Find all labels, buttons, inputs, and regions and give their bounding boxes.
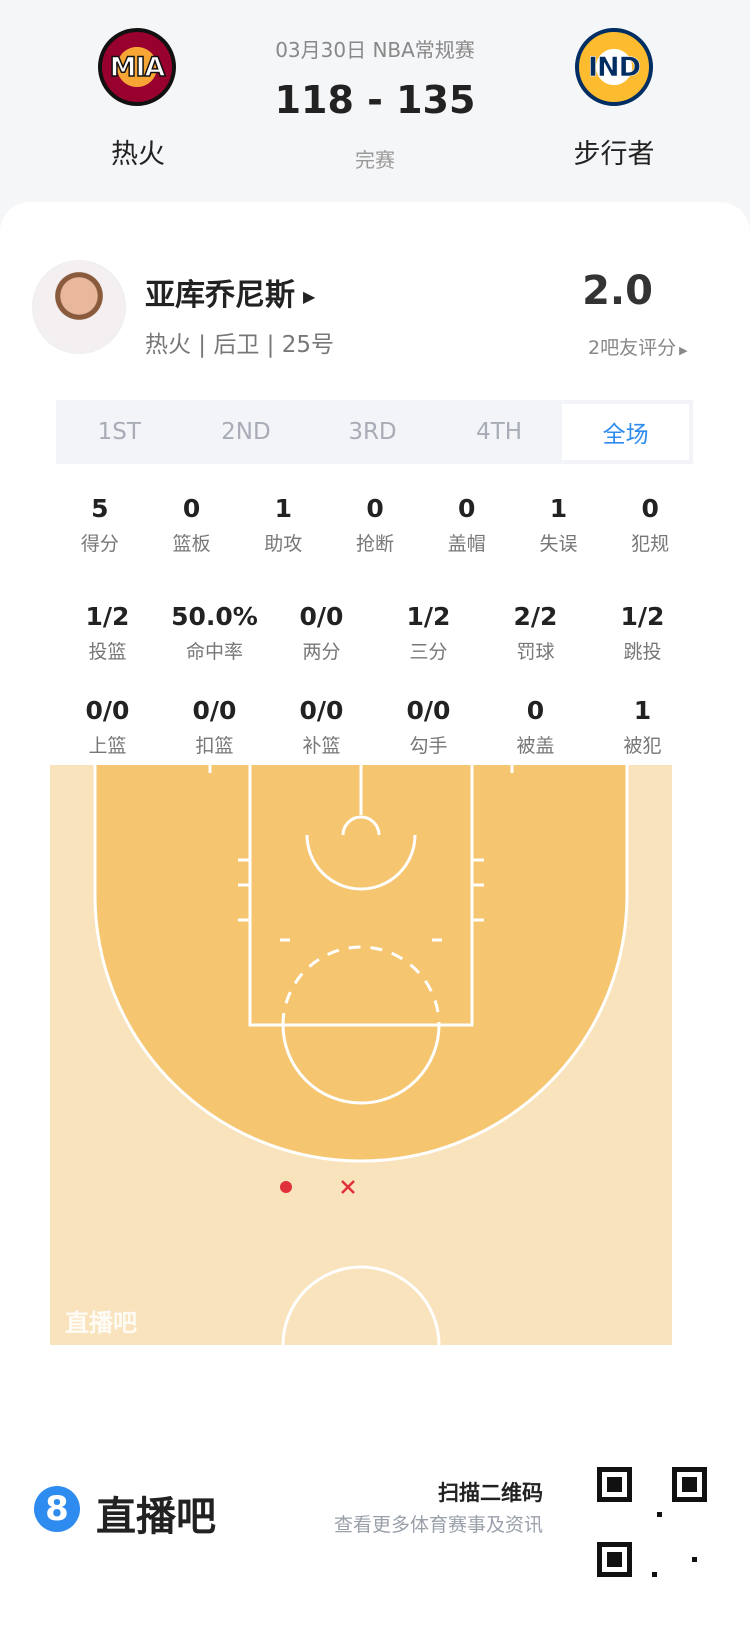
stat-value: 2/2 (513, 602, 558, 631)
stat-label: 犯规 (631, 533, 670, 555)
stats-row-shooting: 1/2 投篮 50.0% 命中率 0/0 两分 1/2 三分 2/2 罚球 1/2 跳投 (0, 602, 750, 664)
stat-value: 0/0 (299, 602, 344, 631)
stat-label: 三分 (409, 641, 448, 663)
stat-value: 0 (458, 494, 476, 523)
shot-chart-court: 直播吧 (50, 765, 672, 1345)
stat-篮板: 0 篮板 (146, 494, 238, 556)
stat-三分: 1/2 三分 (375, 602, 482, 664)
player-rating: 2.0 (582, 268, 653, 314)
stat-label: 勾手 (409, 735, 448, 757)
period-tabs: 1ST 2ND 3RD 4TH 全场 (56, 400, 693, 464)
tab-2nd[interactable]: 2ND (221, 419, 271, 445)
stat-value: 0/0 (85, 696, 130, 725)
stat-勾手: 0/0 勾手 (375, 696, 482, 758)
rating-link[interactable]: 2吧友评分 ▶ (588, 337, 688, 359)
scan-qr-label: 扫描二维码 (438, 1481, 543, 1505)
stat-value: 0 (366, 494, 384, 523)
score: 118 - 135 (274, 78, 476, 122)
stat-value: 0/0 (192, 696, 237, 725)
stat-label: 助攻 (264, 533, 303, 555)
stat-label: 被盖 (516, 735, 555, 757)
tab-full-game[interactable]: 全场 (562, 404, 689, 460)
stat-扣篮: 0/0 扣篮 (161, 696, 268, 758)
stat-value: 1/2 (406, 602, 451, 631)
stat-label: 跳投 (623, 641, 662, 663)
stat-罚球: 2/2 罚球 (482, 602, 589, 664)
stat-抢断: 0 抢断 (329, 494, 421, 556)
stat-补篮: 0/0 补篮 (268, 696, 375, 758)
stat-value: 0 (526, 696, 545, 725)
player-name[interactable]: 亚库乔尼斯 ▶ (145, 278, 316, 313)
stat-value: 1 (274, 494, 292, 523)
stat-value: 0 (641, 494, 659, 523)
scan-qr-sub: 查看更多体育赛事及资讯 (333, 1514, 543, 1536)
stat-value: 1 (633, 696, 652, 725)
stat-被犯: 1 被犯 (589, 696, 696, 758)
shot-missed-marker (341, 1180, 355, 1194)
stat-犯规: 0 犯规 (604, 494, 696, 556)
stat-跳投: 1/2 跳投 (589, 602, 696, 664)
stat-得分: 5 得分 (54, 494, 146, 556)
stat-label: 上篮 (88, 735, 127, 757)
stats-row-basic: 5 得分 0 篮板 1 助攻 0 抢断 0 盖帽 1 失误 0 犯规 (0, 494, 750, 556)
stat-value: 5 (91, 494, 109, 523)
stat-label: 盖帽 (447, 533, 486, 555)
stat-上篮: 0/0 上篮 (54, 696, 161, 758)
mia-logo: MIA (98, 28, 176, 106)
game-date: 03月30日 NBA常规赛 (275, 38, 475, 62)
home-team-name: 热火 (111, 139, 165, 170)
player-avatar[interactable] (32, 260, 126, 354)
caret-right-icon: ▶ (303, 287, 316, 306)
stat-盖帽: 0 盖帽 (421, 494, 513, 556)
court-watermark: 直播吧 (65, 1309, 137, 1337)
game-status: 完赛 (355, 148, 395, 172)
brand-logo-icon: 8 (34, 1486, 80, 1532)
stat-value: 1/2 (620, 602, 665, 631)
qr-code[interactable] (597, 1467, 707, 1577)
stat-value: 1 (549, 494, 568, 523)
stat-label: 抢断 (356, 533, 395, 555)
stat-label: 得分 (80, 533, 119, 555)
stat-label: 罚球 (516, 641, 555, 663)
stat-失误: 1 失误 (513, 494, 605, 556)
stat-助攻: 1 助攻 (237, 494, 329, 556)
player-info: 热火 | 后卫 | 25号 (145, 332, 335, 358)
tab-3rd[interactable]: 3RD (348, 419, 397, 445)
tab-4th[interactable]: 4TH (476, 419, 523, 445)
stat-两分: 0/0 两分 (268, 602, 375, 664)
caret-right-icon: ▶ (679, 344, 688, 357)
stat-value: 0/0 (299, 696, 344, 725)
stat-label: 失误 (539, 533, 578, 555)
stat-value: 1/2 (85, 602, 130, 631)
stat-value: 0 (182, 494, 201, 523)
stat-value: 0/0 (406, 696, 451, 725)
ind-logo: IND (575, 28, 653, 106)
stat-label: 补篮 (302, 735, 341, 757)
stat-投篮: 1/2 投篮 (54, 602, 161, 664)
stats-row-shot-types: 0/0 上篮 0/0 扣篮 0/0 补篮 0/0 勾手 0 被盖 1 被犯 (0, 696, 750, 758)
stat-label: 投篮 (88, 641, 127, 663)
stat-value: 50.0% (171, 602, 258, 631)
tab-1st[interactable]: 1ST (97, 419, 141, 445)
stat-label: 命中率 (185, 641, 243, 663)
shot-made-marker (280, 1181, 292, 1193)
stat-命中率: 50.0% 命中率 (161, 602, 268, 664)
stat-label: 扣篮 (195, 735, 234, 757)
stat-label: 篮板 (172, 533, 211, 555)
stat-被盖: 0 被盖 (482, 696, 589, 758)
away-team-name: 步行者 (573, 139, 655, 170)
brand-name: 直播吧 (96, 1494, 216, 1540)
stat-label: 被犯 (623, 735, 662, 757)
stat-label: 两分 (302, 641, 341, 663)
